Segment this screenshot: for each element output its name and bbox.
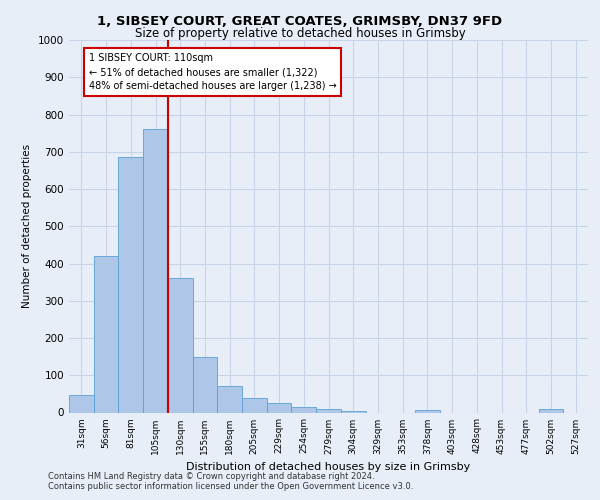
Bar	[217, 386, 242, 412]
Text: 1 SIBSEY COURT: 110sqm
← 51% of detached houses are smaller (1,322)
48% of semi-: 1 SIBSEY COURT: 110sqm ← 51% of detached…	[89, 53, 337, 91]
Bar	[94, 256, 118, 412]
X-axis label: Distribution of detached houses by size in Grimsby: Distribution of detached houses by size …	[187, 462, 470, 472]
Y-axis label: Number of detached properties: Number of detached properties	[22, 144, 32, 308]
Bar	[118, 158, 143, 412]
Bar	[341, 410, 365, 412]
Text: Contains public sector information licensed under the Open Government Licence v3: Contains public sector information licen…	[48, 482, 413, 491]
Bar	[143, 130, 168, 412]
Bar	[415, 410, 440, 412]
Text: Contains HM Land Registry data © Crown copyright and database right 2024.: Contains HM Land Registry data © Crown c…	[48, 472, 374, 481]
Bar	[292, 407, 316, 412]
Bar	[168, 278, 193, 412]
Text: Size of property relative to detached houses in Grimsby: Size of property relative to detached ho…	[134, 28, 466, 40]
Bar	[316, 409, 341, 412]
Bar	[193, 356, 217, 412]
Bar	[69, 394, 94, 412]
Bar	[539, 409, 563, 412]
Bar	[242, 398, 267, 412]
Bar	[267, 403, 292, 412]
Text: 1, SIBSEY COURT, GREAT COATES, GRIMSBY, DN37 9FD: 1, SIBSEY COURT, GREAT COATES, GRIMSBY, …	[97, 15, 503, 28]
